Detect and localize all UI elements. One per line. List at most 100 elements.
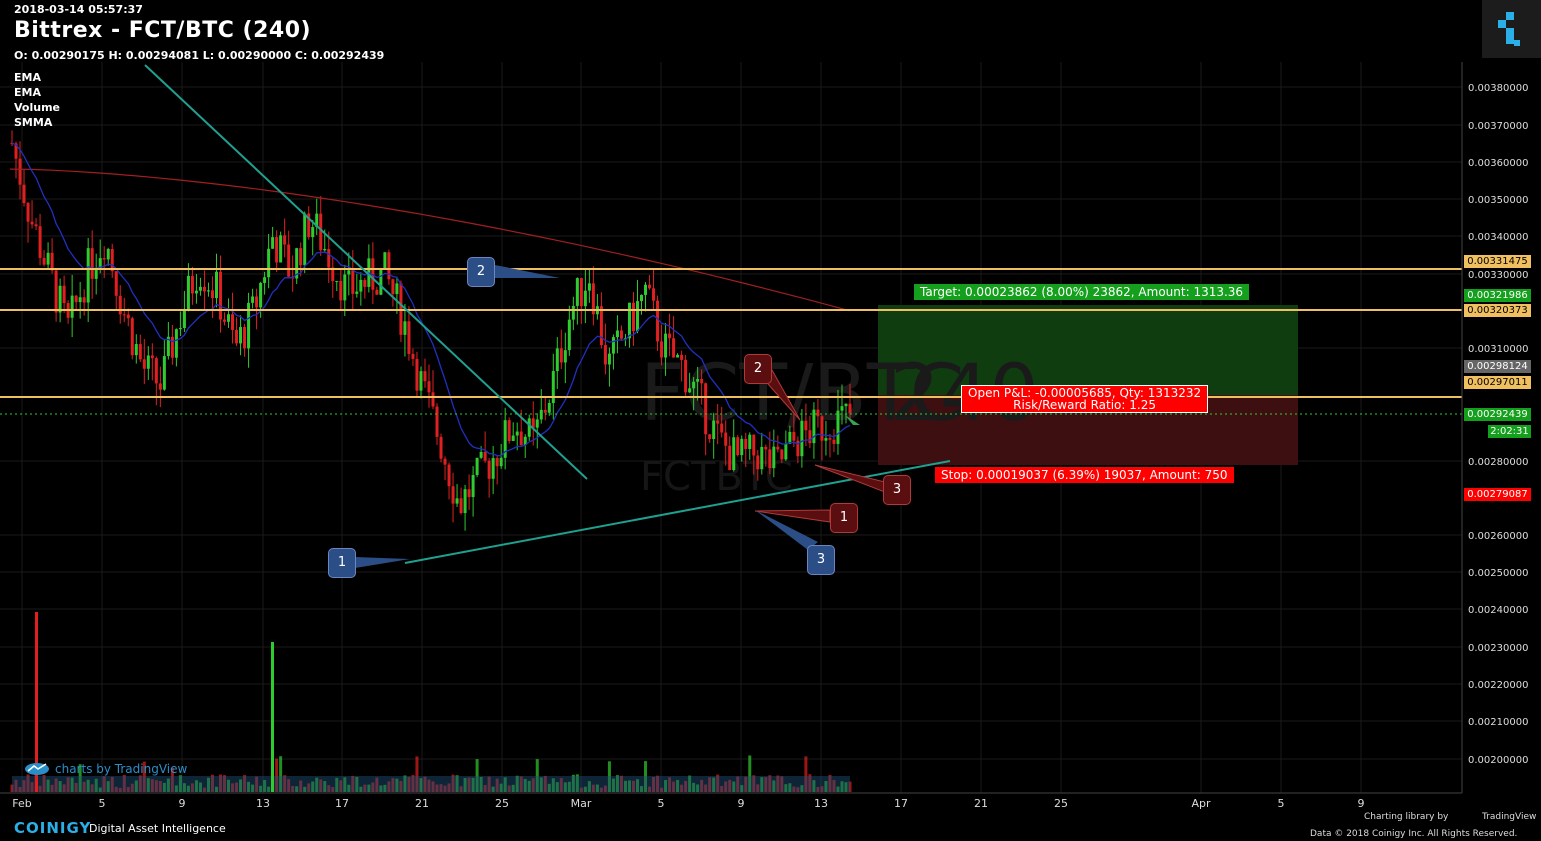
time-tick: 13 [814, 797, 828, 810]
candle-body [772, 446, 776, 469]
candle-body [684, 359, 688, 393]
callout-red-1[interactable]: 1 [830, 503, 858, 533]
volume-bar [523, 779, 527, 792]
candle-body [423, 371, 427, 382]
volume-bar [575, 774, 579, 792]
volume-spike [35, 612, 38, 792]
price-tick: 0.00220000 [1468, 680, 1528, 691]
volume-bar [571, 774, 575, 792]
time-tick: 13 [256, 797, 270, 810]
candle-body [42, 257, 46, 265]
volume-bar [680, 784, 684, 792]
volume-bar [656, 775, 660, 792]
candle-body [303, 213, 307, 266]
volume-bar [275, 758, 279, 792]
volume-bar [599, 787, 603, 792]
indicator-smma[interactable]: SMMA [14, 116, 53, 129]
candle-body [383, 252, 387, 269]
volume-bar [812, 780, 816, 792]
volume-bar [543, 775, 547, 792]
candle-body [395, 283, 399, 295]
callout-blue-3[interactable]: 3 [807, 545, 835, 575]
candle-body [656, 300, 660, 342]
callout-red-2[interactable]: 2 [744, 354, 772, 384]
candle-body [271, 237, 275, 249]
candle-body [299, 248, 303, 266]
candle-body [740, 438, 744, 456]
callout-blue-1[interactable]: 1 [328, 548, 356, 578]
candle-body [635, 301, 639, 332]
candle-body [760, 446, 764, 470]
candle-body [848, 403, 852, 414]
volume-bar [780, 776, 784, 792]
volume-bar [619, 775, 623, 792]
candle-body [792, 431, 796, 441]
candle-body [275, 237, 279, 263]
indicator-ema-1[interactable]: EMA [14, 71, 41, 84]
volume-bar [431, 781, 435, 792]
volume-bar [736, 776, 740, 792]
volume-bar [784, 784, 788, 792]
indicator-volume[interactable]: Volume [14, 101, 60, 114]
volume-bar [154, 780, 158, 792]
volume-bar [74, 782, 78, 792]
volume-bar [539, 777, 543, 792]
tradingview-link[interactable]: TradingView [1482, 812, 1537, 822]
candle-body [467, 489, 471, 498]
candle-body [235, 329, 239, 344]
candle-body [18, 158, 22, 185]
volume-bar [331, 787, 335, 792]
smma-line [9, 168, 851, 312]
volume-bar [792, 786, 796, 792]
volume-bar [660, 787, 664, 792]
indicator-ema-2[interactable]: EMA [14, 86, 41, 99]
volume-bar [58, 781, 62, 792]
candle-body [279, 235, 283, 263]
volume-bar [748, 755, 752, 792]
stop-info-box[interactable]: Stop: 0.00019037 (6.39%) 19037, Amount: … [935, 467, 1234, 483]
volume-bar [487, 776, 491, 792]
candle-body [174, 329, 178, 358]
volume-bar [227, 779, 231, 792]
candle-body [599, 306, 603, 346]
callout-red-3[interactable]: 3 [883, 475, 911, 505]
candle-body [736, 437, 740, 456]
candle-body [214, 271, 218, 299]
time-tick: 5 [98, 797, 106, 810]
candle-body [563, 350, 567, 363]
volume-bar [239, 779, 243, 792]
candle-body [194, 290, 198, 294]
volume-bar [836, 786, 840, 792]
candle-body [419, 371, 423, 391]
candle-body [471, 475, 475, 498]
time-tick: 17 [335, 797, 349, 810]
volume-bar [150, 779, 154, 792]
candle-body [14, 143, 18, 159]
candle-body [335, 280, 339, 282]
target-info-box[interactable]: Target: 0.00023862 (8.00%) 23862, Amount… [914, 284, 1250, 300]
volume-bar [507, 785, 511, 792]
volume-bar [259, 785, 263, 792]
volume-bar [579, 787, 583, 792]
candle-body [487, 460, 491, 479]
candle-body [202, 286, 206, 292]
volume-bar [752, 775, 756, 792]
candle-body [86, 248, 90, 303]
tradingview-credit[interactable]: charts by TradingView [55, 762, 188, 776]
pnl-info-box[interactable]: Open P&L: -0.00005685, Qty: 1313232 Risk… [961, 385, 1209, 413]
time-tick: 25 [1054, 797, 1068, 810]
candle-body [527, 418, 531, 437]
candle-body [652, 288, 656, 301]
candle-body [218, 271, 222, 320]
descending-trendline [144, 64, 588, 480]
volume-area [12, 776, 850, 792]
price-tick: 0.00370000 [1468, 121, 1528, 132]
candle-body [267, 248, 271, 278]
candle-body [198, 286, 202, 291]
volume-bar [439, 784, 443, 792]
volume-bar [371, 782, 375, 792]
candle-body [134, 344, 138, 356]
volume-bar [491, 786, 495, 792]
callout-blue-2[interactable]: 2 [467, 257, 495, 287]
